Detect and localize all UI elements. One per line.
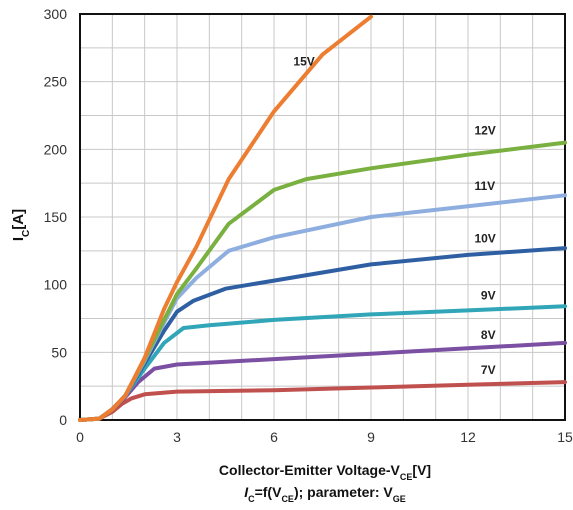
y-tick-label: 200 [44,141,68,157]
x-axis-title-sub: CE [400,472,413,482]
y-axis-title-sub: C [21,230,32,237]
y-tick-label: 0 [59,412,67,428]
series-lines [78,14,567,422]
y-axis-title-main: I [10,237,27,241]
y-axis-title: IC[A] [10,209,32,241]
x-tick-label: 15 [557,429,573,445]
series-label-7v: 7V [481,363,496,377]
series-label-15v: 15V [293,54,314,68]
series-label-8v: 8V [481,328,496,342]
y-tick-label: 150 [44,209,68,225]
series-line-15v [78,14,373,422]
x-tick-label: 0 [76,429,84,445]
series-label-12v: 12V [474,123,495,137]
y-tick-label: 100 [44,277,68,293]
x-axis-title: Collector-Emitter Voltage-VCE[V] [219,462,431,482]
caption-main: I [244,484,249,500]
caption-tail: ); parameter: V [294,484,393,500]
x-axis-title-main: Collector-Emitter Voltage-V [219,462,401,478]
caption-sub3: GE [393,494,406,504]
x-tick-label: 9 [367,429,375,445]
series-labels: 15V 12V 11V 10V 9V 8V 7V [293,54,495,377]
grid [80,14,565,420]
x-tick-label: 12 [460,429,476,445]
x-tick-label: 3 [173,429,181,445]
chart-caption: IC=f(VCE); parameter: VGE [244,484,406,504]
y-tick-label: 50 [51,344,67,360]
series-line-7v [78,380,567,422]
series-label-10v: 10V [474,232,495,246]
caption-sub1: C [248,494,255,504]
y-tick-label: 300 [44,6,68,22]
axes [79,13,566,421]
x-tick-label: 6 [270,429,278,445]
x-axis-title-suffix: [V] [412,462,431,478]
caption-mid: =f(V [255,484,283,500]
caption-sub2: CE [281,494,294,504]
plot-frame [79,13,566,421]
series-label-11v: 11V [474,179,495,193]
series-label-9v: 9V [481,289,496,303]
series-line-8v [78,340,567,422]
y-axis-title-suffix: [A] [10,209,27,230]
y-tick-label: 250 [44,74,68,90]
